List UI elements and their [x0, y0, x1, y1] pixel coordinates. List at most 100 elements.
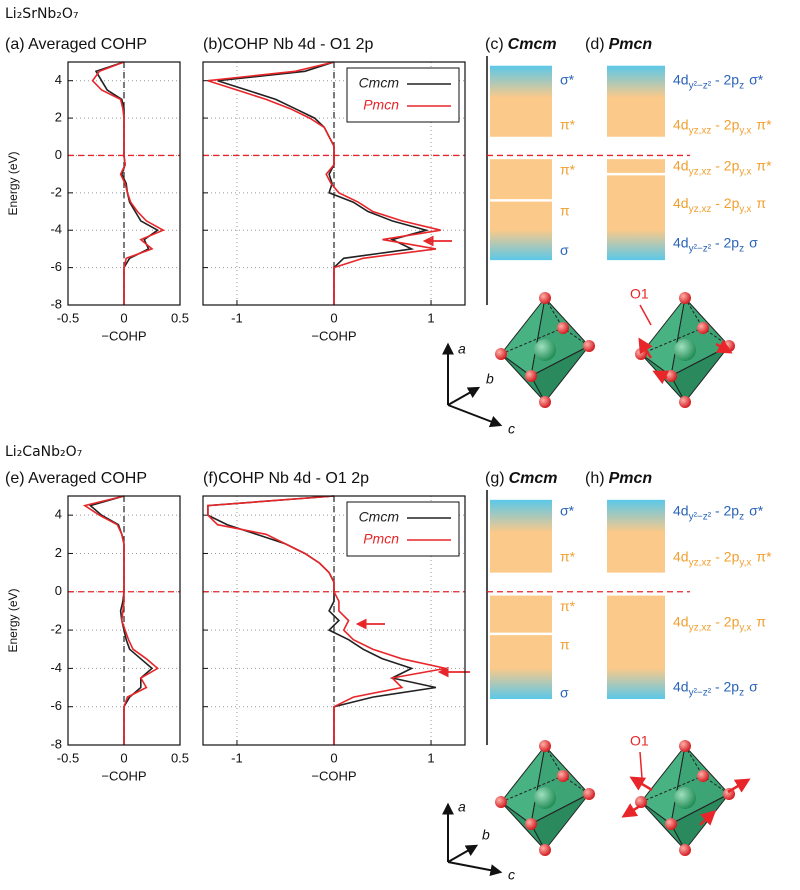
orbital-sub: y²−z²: [689, 687, 712, 698]
orbital: 4d: [673, 502, 689, 518]
site-label: O1: [630, 286, 649, 302]
orbital-sub: y,x: [739, 204, 751, 215]
y-tick-label: -8: [50, 296, 62, 311]
level-label: 4dyz,xz - 2py,x π*: [673, 116, 772, 136]
octahedron: [494, 291, 596, 409]
level-label: π: [560, 636, 570, 652]
orbital: - 2p: [711, 116, 739, 132]
bond-symbol: σ*: [560, 71, 575, 87]
bond-symbol: π: [560, 202, 570, 218]
orbital-sub: y,x: [739, 622, 751, 633]
y-tick-label: -4: [50, 660, 62, 675]
bond-symbol: π*: [756, 548, 772, 564]
y-tick-label: -6: [50, 259, 62, 274]
bond-symbol: π*: [560, 548, 576, 564]
x-axis-label: −COHP: [311, 768, 356, 783]
y-axis-label: Energy (eV): [6, 151, 20, 215]
panel-heading: (g) Cmcm: [485, 470, 557, 487]
level-label: σ: [560, 241, 569, 257]
orbital: - 2p: [711, 195, 739, 211]
x-tick-label: 0.5: [171, 310, 189, 325]
legend-label: Cmcm: [359, 75, 400, 91]
orbital-sub: y²−z²: [689, 511, 712, 522]
level-label: 4dy²−z² - 2pz σ*: [673, 502, 764, 522]
bonding-block: [490, 159, 552, 261]
level-label: π*: [560, 116, 576, 132]
y-tick-label: -2: [50, 622, 62, 637]
site-pointer: [639, 751, 643, 779]
octahedron: [634, 291, 736, 409]
bonding-block: [607, 159, 665, 261]
antibonding-block: [607, 499, 665, 573]
antibonding-block: [607, 65, 665, 137]
orbital-sub: yz,xz: [689, 557, 712, 568]
bonding-block: [607, 595, 665, 700]
orbital: 4d: [673, 678, 689, 694]
chart-title: (b)COHP Nb 4d - O1 2p: [203, 36, 374, 53]
x-tick-label: 0.5: [171, 750, 189, 765]
x-tick-label: 0: [330, 750, 337, 765]
orbital-sub: z: [739, 243, 744, 254]
bond-symbol: π*: [560, 116, 576, 132]
site-label: O1: [630, 733, 649, 749]
y-tick-label: -4: [50, 222, 62, 237]
level-label: σ*: [560, 71, 575, 87]
legend-label: Cmcm: [359, 509, 400, 525]
orbital-sub: yz,xz: [689, 125, 712, 136]
axes-arrows: [442, 342, 503, 428]
x-axis-label: −COHP: [311, 328, 356, 343]
orbital: - 2p: [711, 71, 739, 87]
bonding-block: [490, 595, 552, 700]
panel-heading: (c) Cmcm: [485, 36, 557, 53]
bond-symbol: σ: [749, 678, 758, 694]
space-group: Pmcn: [609, 36, 653, 53]
axis-letter: a: [458, 341, 466, 357]
bond-symbol: σ: [560, 241, 569, 257]
level-label: 4dy²−z² - 2pz σ: [673, 678, 758, 698]
x-tick-label: 0: [330, 310, 337, 325]
octahedron: [634, 739, 736, 857]
orbital: - 2p: [711, 678, 739, 694]
legend-label: Pmcn: [363, 531, 399, 547]
orbital: - 2p: [711, 157, 739, 173]
displacement-arrows: [638, 337, 733, 385]
level-label: π*: [560, 598, 576, 614]
orbital: - 2p: [711, 548, 739, 564]
compound-name: Li₂CaNb₂O₇: [5, 444, 82, 460]
x-tick-label: -1: [231, 750, 243, 765]
plot-frame: [67, 495, 181, 746]
cohp-curve: [207, 495, 446, 745]
bond-symbol: π*: [756, 157, 772, 173]
bond-symbol: π*: [756, 116, 772, 132]
orbital: 4d: [673, 234, 689, 250]
level-label: 4dyz,xz - 2py,x π*: [673, 548, 772, 568]
orbital-sub: y,x: [739, 125, 751, 136]
antibonding-block: [490, 499, 552, 573]
bond-symbol: π: [756, 613, 766, 629]
bond-symbol: σ*: [560, 502, 575, 518]
orbital: 4d: [673, 116, 689, 132]
x-tick-label: -0.5: [57, 750, 79, 765]
space-group: Pmcn: [609, 470, 653, 487]
orbital-sub: y,x: [739, 557, 751, 568]
y-tick-label: -2: [50, 184, 62, 199]
x-axis-label: −COHP: [101, 328, 146, 343]
x-axis-label: −COHP: [101, 768, 146, 783]
y-tick-label: 0: [55, 583, 62, 598]
panel-heading: (h) Pmcn: [585, 470, 652, 487]
compound-name: Li₂SrNb₂O₇: [5, 6, 79, 22]
x-tick-label: 1: [427, 750, 434, 765]
cohp-curve: [207, 495, 437, 745]
orbital-sub: z: [739, 80, 744, 91]
axis-letter: b: [482, 827, 490, 843]
y-tick-label: 2: [55, 110, 62, 125]
orbital: - 2p: [711, 613, 739, 629]
orbital-sub: yz,xz: [689, 204, 712, 215]
x-tick-label: 0: [120, 310, 127, 325]
panel-letter: (d): [585, 36, 605, 53]
cohp-curve: [207, 61, 441, 305]
y-tick-label: 4: [55, 72, 62, 87]
legend-label: Pmcn: [363, 97, 399, 113]
chart-title: (a) Averaged COHP: [5, 36, 147, 53]
